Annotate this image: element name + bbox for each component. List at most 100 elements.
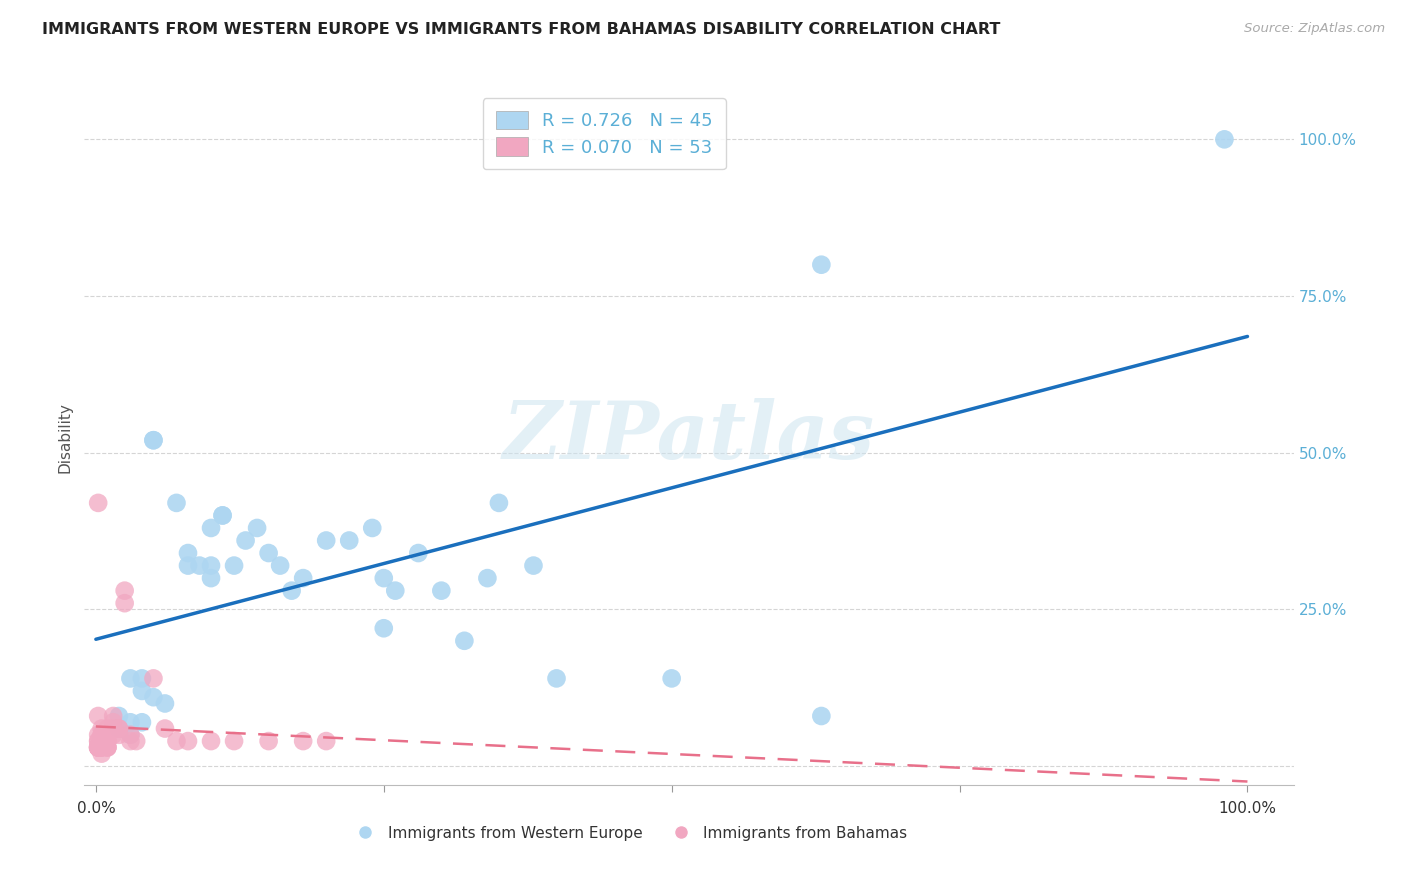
Point [142,434,165,448]
Point [87,709,110,723]
Point [315,533,337,548]
Point [315,734,337,748]
Point [477,571,499,585]
Point [87,740,110,755]
Point [200,571,222,585]
Point [200,734,222,748]
Point [131,672,153,686]
Point [361,521,384,535]
Point [522,558,544,573]
Point [120,715,142,730]
Point [96,734,118,748]
Point [166,496,188,510]
Point [292,571,315,585]
Point [488,496,510,510]
Point [96,722,118,736]
Point [177,546,200,560]
Point [373,621,395,635]
Legend: Immigrants from Western Europe, Immigrants from Bahamas: Immigrants from Western Europe, Immigran… [343,820,914,847]
Point [96,728,118,742]
Point [177,558,200,573]
Point [120,734,142,748]
Point [142,434,165,448]
Point [200,558,222,573]
Point [87,740,110,755]
Point [280,583,302,598]
Point [211,508,233,523]
Point [108,722,131,736]
Point [188,558,211,573]
Point [120,728,142,742]
Point [120,728,142,742]
Point [661,672,683,686]
Point [90,740,112,755]
Point [408,546,430,560]
Point [222,734,245,748]
Point [90,728,112,742]
Point [114,583,136,598]
Point [810,258,832,272]
Point [246,521,269,535]
Point [269,558,291,573]
Text: 100.0%: 100.0% [1219,801,1277,815]
Point [125,734,148,748]
Point [87,496,110,510]
Point [120,672,142,686]
Point [453,633,475,648]
Point [142,690,165,705]
Point [546,672,568,686]
Point [96,740,118,755]
Point [87,734,110,748]
Point [131,715,153,730]
Point [131,684,153,698]
Point [108,709,131,723]
Point [87,728,110,742]
Point [96,734,118,748]
Text: Source: ZipAtlas.com: Source: ZipAtlas.com [1244,22,1385,36]
Point [108,722,131,736]
Point [87,734,110,748]
Point [90,740,112,755]
Point [373,571,395,585]
Point [90,740,112,755]
Point [142,672,165,686]
Point [292,734,315,748]
Point [257,546,280,560]
Point [96,740,118,755]
Point [257,734,280,748]
Point [96,734,118,748]
Point [96,740,118,755]
Point [87,740,110,755]
Point [200,521,222,535]
Point [96,728,118,742]
Point [1213,132,1236,146]
Point [90,722,112,736]
Point [114,596,136,610]
Text: 0.0%: 0.0% [76,801,115,815]
Point [87,740,110,755]
Y-axis label: Disability: Disability [58,401,73,473]
Point [90,747,112,761]
Point [90,734,112,748]
Point [177,734,200,748]
Point [222,558,245,573]
Point [810,709,832,723]
Point [108,722,131,736]
Point [90,734,112,748]
Point [101,728,124,742]
Point [101,709,124,723]
Point [153,697,176,711]
Point [337,533,360,548]
Point [87,740,110,755]
Point [384,583,406,598]
Point [87,740,110,755]
Point [90,728,112,742]
Text: IMMIGRANTS FROM WESTERN EUROPE VS IMMIGRANTS FROM BAHAMAS DISABILITY CORRELATION: IMMIGRANTS FROM WESTERN EUROPE VS IMMIGR… [42,22,1001,37]
Point [166,734,188,748]
Point [430,583,453,598]
Point [96,734,118,748]
Point [96,728,118,742]
Text: ZIPatlas: ZIPatlas [503,399,875,475]
Point [153,722,176,736]
Point [101,715,124,730]
